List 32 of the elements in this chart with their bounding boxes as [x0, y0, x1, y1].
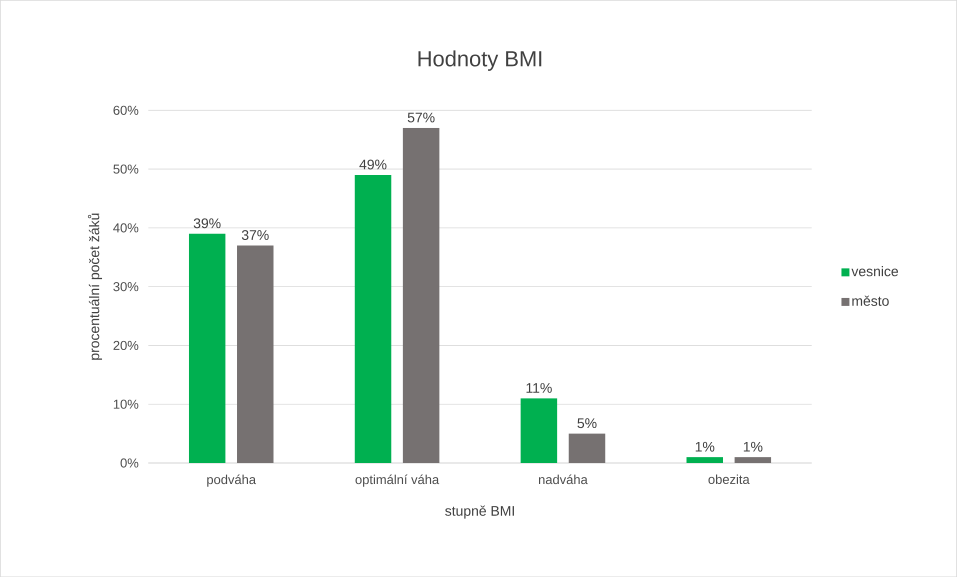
bar — [237, 245, 274, 463]
legend-label: vesnice — [851, 266, 898, 276]
bar — [568, 433, 606, 463]
data-label: 49% — [359, 159, 386, 170]
y-tick-label: 40% — [113, 223, 138, 232]
y-axis-title: procentuální počet žáků — [88, 213, 102, 360]
bar — [354, 174, 392, 463]
bar — [520, 398, 558, 463]
y-tick-label: 10% — [114, 399, 138, 409]
bar — [188, 234, 226, 463]
bar — [686, 456, 723, 463]
y-tick-label: 60% — [114, 106, 138, 115]
data-label: 39% — [194, 218, 221, 228]
x-tick-label: optimální váha — [356, 474, 440, 487]
x-axis-title: stupně BMI — [445, 505, 514, 518]
x-tick-label: nadváha — [538, 474, 588, 484]
data-label: 1% — [696, 442, 714, 452]
y-tick-label: 50% — [113, 164, 138, 174]
y-tick-label: 0% — [120, 458, 138, 468]
x-tick-label: podváha — [207, 474, 256, 487]
x-tick-label: obezita — [708, 474, 750, 484]
y-tick-label: 20% — [114, 340, 138, 350]
data-label: 5% — [577, 418, 597, 428]
data-label: 37% — [242, 230, 269, 240]
chart-title: Hodnoty BMI — [418, 50, 542, 71]
bar — [402, 128, 440, 463]
data-label: 57% — [408, 112, 435, 122]
bar — [734, 456, 772, 463]
data-label: 1% — [744, 442, 762, 452]
y-tick-label: 30% — [113, 282, 138, 292]
data-label: 11% — [526, 382, 552, 393]
legend-label: město — [852, 295, 889, 306]
